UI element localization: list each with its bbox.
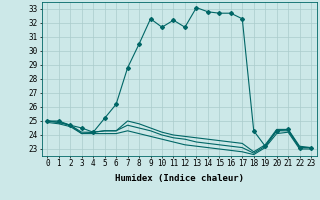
X-axis label: Humidex (Indice chaleur): Humidex (Indice chaleur) xyxy=(115,174,244,183)
